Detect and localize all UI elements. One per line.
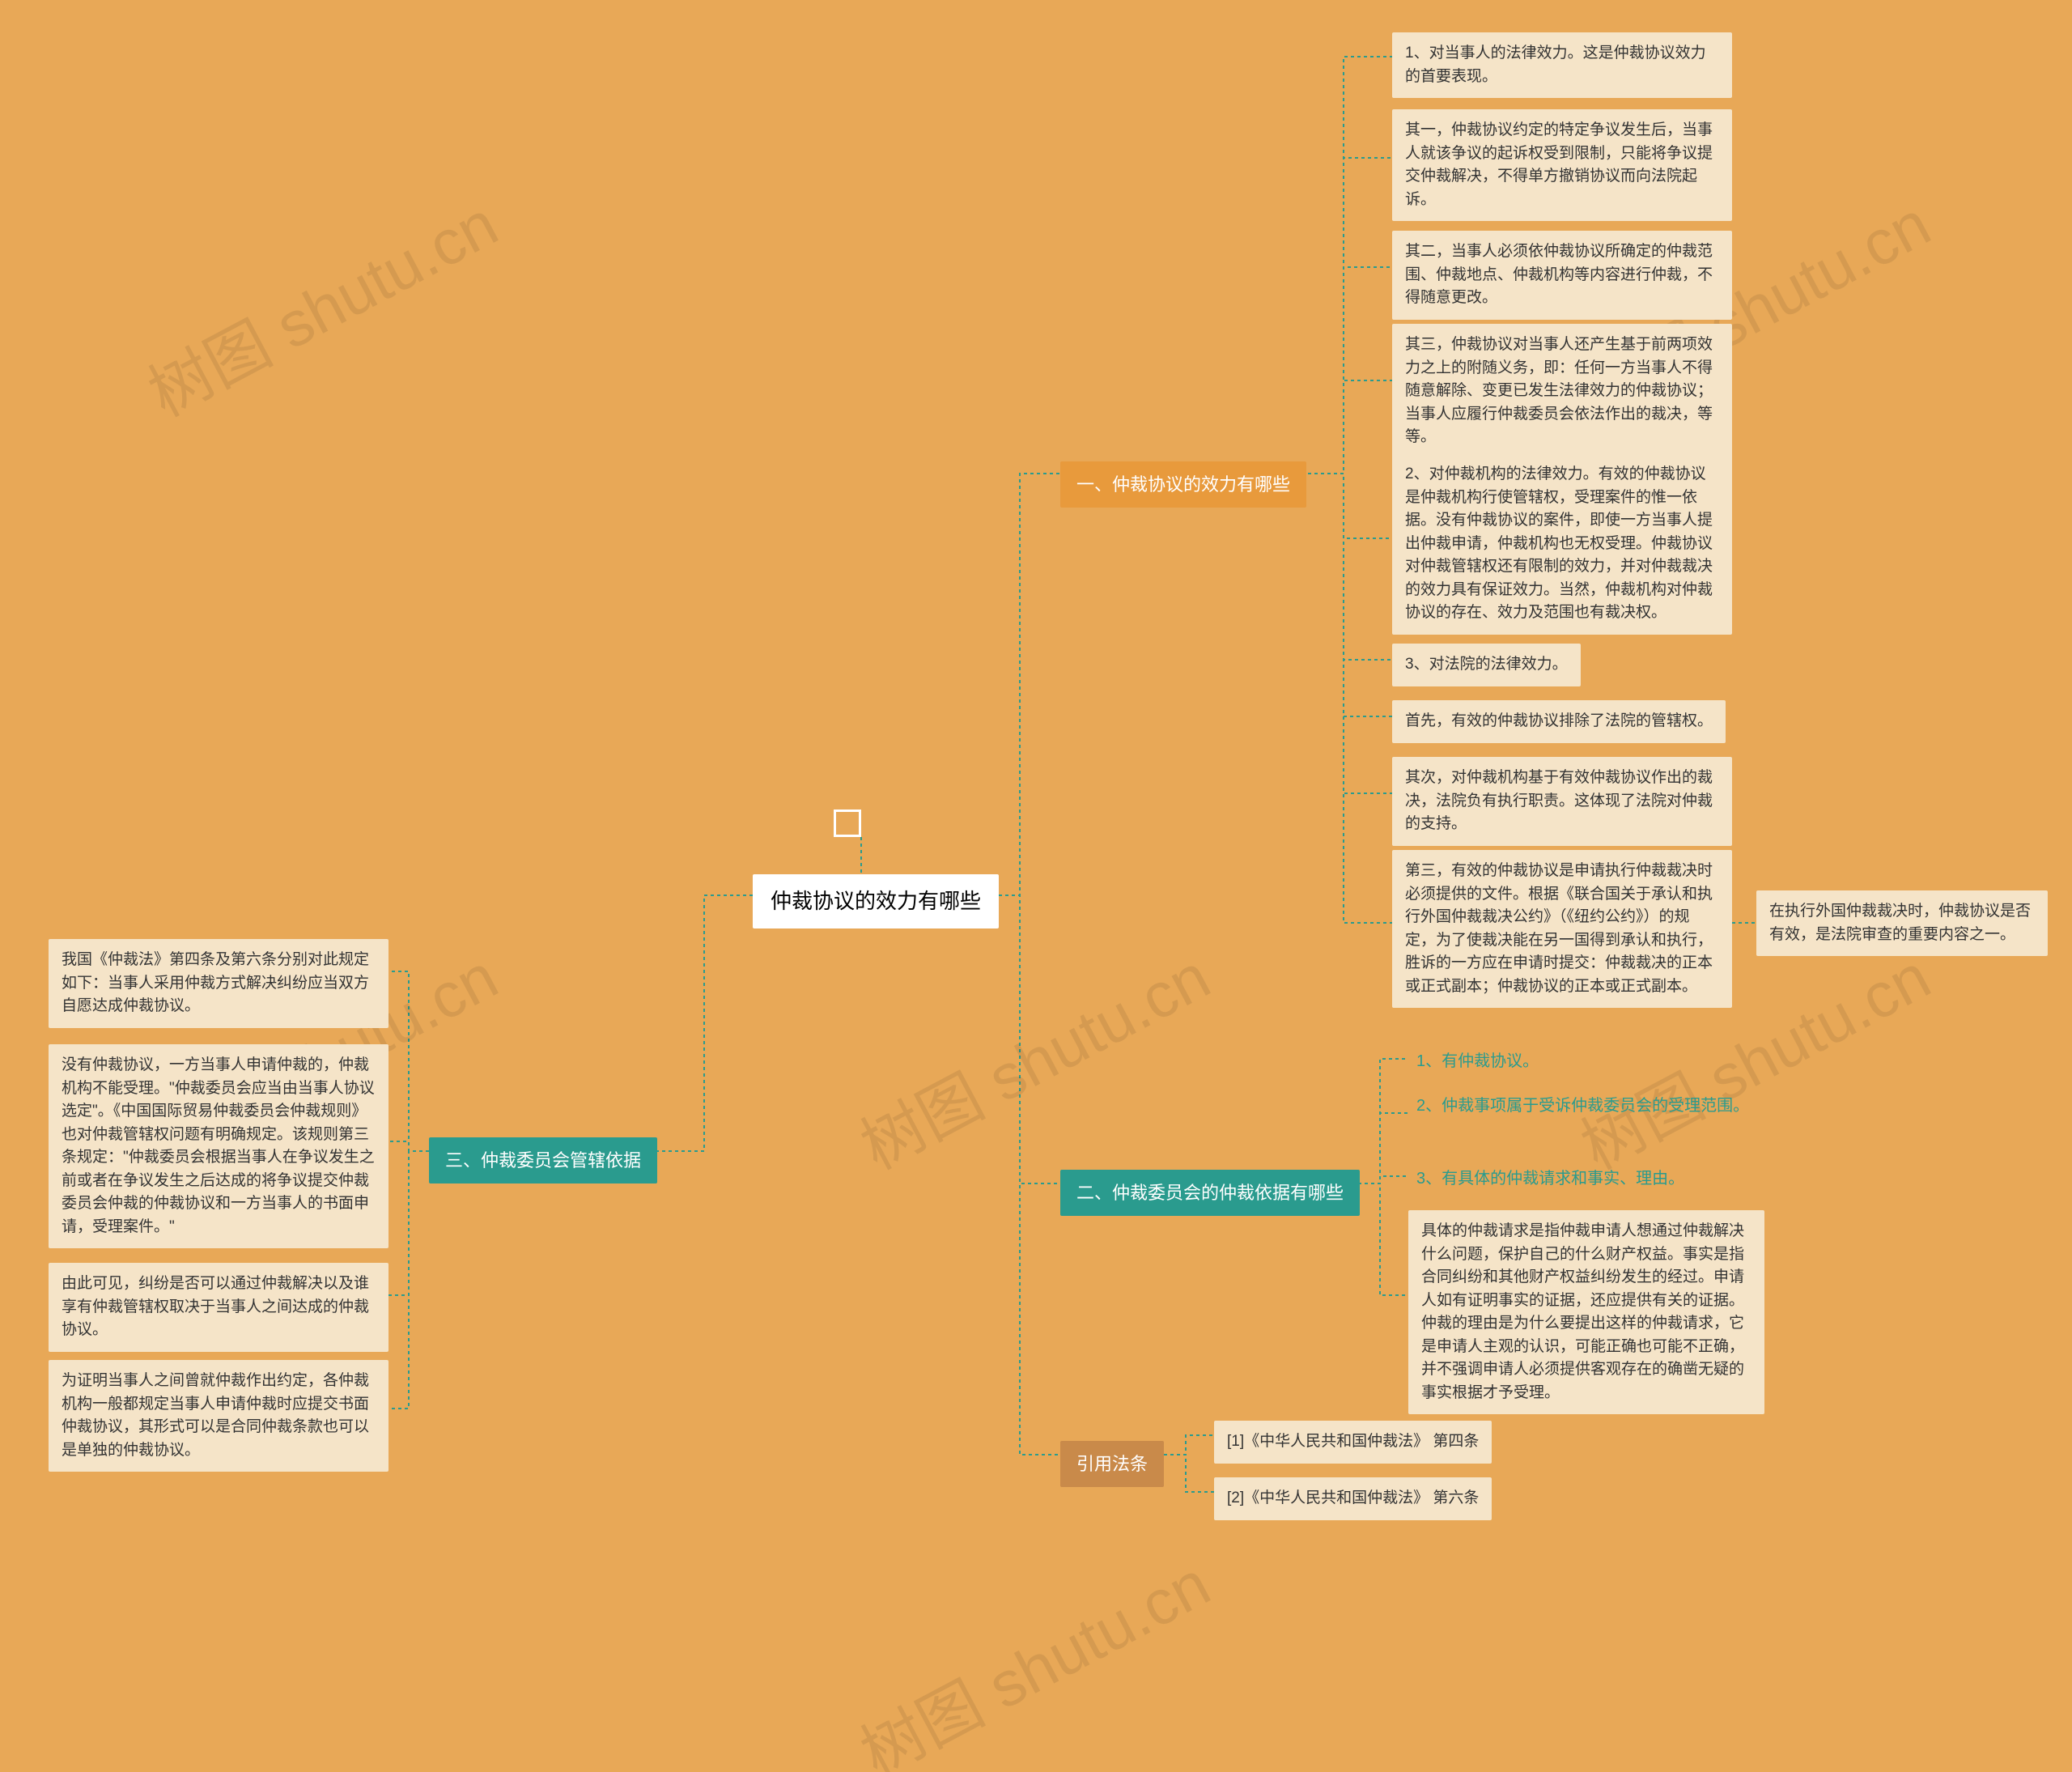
branch-section-1[interactable]: 一、仲裁协议的效力有哪些 bbox=[1060, 461, 1306, 508]
watermark-text: 树图 shutu.cn bbox=[843, 928, 1223, 1188]
leaf-node[interactable]: 在执行外国仲裁裁决时，仲裁协议是否有效，是法院审查的重要内容之一。 bbox=[1756, 890, 2048, 956]
connector-line bbox=[1352, 1113, 1408, 1183]
connector-line bbox=[1352, 1176, 1408, 1183]
connector-line bbox=[979, 895, 1060, 1455]
leaf-node[interactable]: 3、有具体的仲裁请求和事实、理由。 bbox=[1408, 1162, 1692, 1196]
connector-line bbox=[388, 1141, 429, 1151]
connector-line bbox=[1157, 1455, 1214, 1492]
connector-line bbox=[1295, 380, 1392, 474]
leaf-node[interactable]: [2]《中华人民共和国仲裁法》 第六条 bbox=[1214, 1477, 1492, 1520]
leaf-node[interactable]: [1]《中华人民共和国仲裁法》 第四条 bbox=[1214, 1421, 1492, 1464]
connector-line bbox=[1295, 474, 1392, 793]
connector-line bbox=[1295, 474, 1392, 716]
leaf-node[interactable]: 其一，仲裁协议约定的特定争议发生后，当事人就该争议的起诉权受到限制，只能将争议提… bbox=[1392, 109, 1732, 221]
root-tab-decoration bbox=[834, 810, 861, 837]
connector-line bbox=[1295, 267, 1392, 474]
leaf-node[interactable]: 第三，有效的仲裁协议是申请执行仲裁裁决时必须提供的文件。根据《联合国关于承认和执… bbox=[1392, 850, 1732, 1008]
watermark-text: 树图 shutu.cn bbox=[130, 175, 511, 435]
connector-line bbox=[1295, 474, 1392, 923]
branch-section-3[interactable]: 三、仲裁委员会管辖依据 bbox=[429, 1137, 657, 1183]
connector-line bbox=[1295, 158, 1392, 474]
connector-line bbox=[979, 895, 1060, 1183]
branch-references[interactable]: 引用法条 bbox=[1060, 1441, 1164, 1487]
connector-line bbox=[643, 895, 753, 1151]
leaf-node[interactable]: 1、对当事人的法律效力。这是仲裁协议效力的首要表现。 bbox=[1392, 32, 1732, 98]
leaf-node[interactable]: 3、对法院的法律效力。 bbox=[1392, 644, 1581, 686]
leaf-node[interactable]: 其三，仲裁协议对当事人还产生基于前两项效力之上的附随义务，即：任何一方当事人不得… bbox=[1392, 324, 1732, 459]
connector-line bbox=[1295, 474, 1392, 538]
connector-line bbox=[1157, 1435, 1214, 1455]
leaf-node[interactable]: 我国《仲裁法》第四条及第六条分别对此规定如下：当事人采用仲裁方式解决纠纷应当双方… bbox=[49, 939, 388, 1028]
connector-line bbox=[1295, 474, 1392, 660]
branch-section-2[interactable]: 二、仲裁委员会的仲裁依据有哪些 bbox=[1060, 1170, 1360, 1216]
leaf-node[interactable]: 其次，对仲裁机构基于有效仲裁协议作出的裁决，法院负有执行职责。这体现了法院对仲裁… bbox=[1392, 757, 1732, 846]
connector-layer bbox=[0, 0, 2072, 1772]
leaf-node[interactable]: 由此可见，纠纷是否可以通过仲裁解决以及谁享有仲裁管辖权取决于当事人之间达成的仲裁… bbox=[49, 1263, 388, 1352]
connector-line bbox=[1352, 1183, 1408, 1295]
leaf-node[interactable]: 2、仲裁事项属于受诉仲裁委员会的受理范围。 bbox=[1408, 1089, 1757, 1123]
leaf-node[interactable]: 具体的仲裁请求是指仲裁申请人想通过仲裁解决什么问题，保护自己的什么财产权益。事实… bbox=[1408, 1210, 1764, 1414]
connector-line bbox=[979, 474, 1060, 895]
leaf-node[interactable]: 没有仲裁协议，一方当事人申请仲裁的，仲裁机构不能受理。"仲裁委员会应当由当事人协… bbox=[49, 1044, 388, 1248]
connector-line bbox=[388, 1151, 429, 1295]
connector-line bbox=[388, 971, 429, 1151]
leaf-node[interactable]: 2、对仲裁机构的法律效力。有效的仲裁协议是仲裁机构行使管辖权，受理案件的惟一依据… bbox=[1392, 453, 1732, 635]
leaf-node[interactable]: 1、有仲裁协议。 bbox=[1408, 1044, 1547, 1078]
leaf-node[interactable]: 为证明当事人之间曾就仲裁作出约定，各仲裁机构一般都规定当事人申请仲裁时应提交书面… bbox=[49, 1360, 388, 1472]
connector-line bbox=[1352, 1059, 1408, 1183]
watermark-text: 树图 shutu.cn bbox=[843, 1535, 1223, 1772]
connector-line bbox=[388, 1151, 429, 1409]
connector-line bbox=[1295, 57, 1392, 474]
root-node[interactable]: 仲裁协议的效力有哪些 bbox=[753, 874, 999, 928]
leaf-node[interactable]: 其二，当事人必须依仲裁协议所确定的仲裁范围、仲裁地点、仲裁机构等内容进行仲裁，不… bbox=[1392, 231, 1732, 320]
leaf-node[interactable]: 首先，有效的仲裁协议排除了法院的管辖权。 bbox=[1392, 700, 1726, 743]
